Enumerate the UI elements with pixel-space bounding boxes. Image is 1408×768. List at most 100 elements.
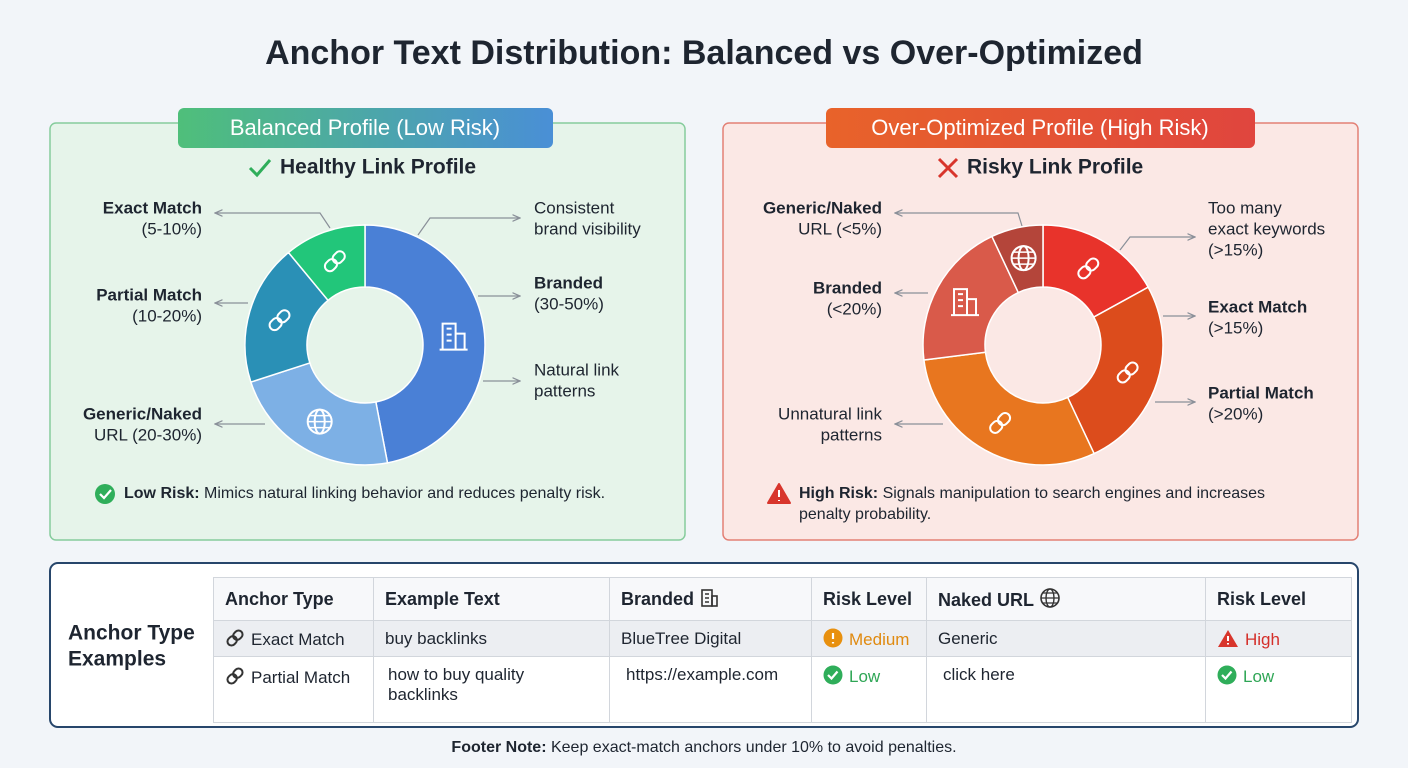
footer-label: Footer Note:	[451, 739, 546, 756]
link-icon	[996, 412, 1012, 427]
header: Naked URL	[926, 577, 1206, 621]
cell: click here	[926, 656, 1206, 723]
callout: Partial Match	[96, 285, 202, 304]
globe-icon	[1039, 588, 1060, 608]
callout: Exact Match	[103, 198, 202, 217]
low-icon	[823, 665, 843, 685]
cell: BlueTree Digital	[609, 620, 812, 657]
header: Branded	[609, 577, 812, 621]
callout: Partial Match	[1208, 383, 1314, 402]
callout: brand visibility	[534, 219, 641, 238]
link-icon	[323, 250, 346, 273]
donut-segment	[364, 224, 486, 464]
cell-text: Low	[1243, 667, 1275, 686]
callout: Natural link	[534, 360, 620, 379]
examples-table: Anchor Type Example Text Branded Risk Le…	[213, 577, 1352, 723]
arrow	[895, 213, 1023, 227]
cell: Exact Match	[213, 620, 374, 657]
callout: (>20%)	[1208, 404, 1263, 423]
note: Low Risk: Mimics natural linking behavio…	[124, 485, 605, 502]
row: Partial Match how to buy quality backlin…	[213, 656, 1352, 723]
donuts	[244, 224, 1164, 466]
cell: Low	[1205, 656, 1352, 723]
footer: Footer Note: Keep exact-match anchors un…	[451, 739, 956, 756]
note: High Risk: Signals manipulation to searc…	[799, 485, 1265, 502]
low-icon	[1217, 665, 1237, 685]
cell-text: Medium	[849, 629, 910, 649]
footer-text: Keep exact-match anchors under 10% to av…	[551, 739, 957, 756]
note-label: Low Risk:	[124, 485, 200, 502]
cell: buy backlinks	[373, 620, 610, 657]
callout: (5-10%)	[142, 219, 202, 238]
cell: Low	[811, 656, 927, 723]
callout: patterns	[534, 381, 595, 400]
cell-text: Low	[849, 667, 881, 686]
cell-text: Partial Match	[251, 668, 351, 687]
building-icon	[701, 589, 718, 607]
cell-text: High	[1245, 629, 1280, 649]
table-label: Examples	[68, 648, 166, 671]
cell: https://example.com	[609, 656, 812, 723]
header: Risk Level	[811, 577, 927, 621]
note-text: Mimics natural linking behavior and redu…	[204, 485, 605, 502]
cell: Generic	[926, 620, 1206, 657]
callout: (>15%)	[1208, 240, 1263, 259]
link-icon	[1077, 265, 1092, 280]
badge	[178, 108, 553, 148]
donut-segment	[244, 251, 330, 384]
globe-icon	[307, 414, 332, 429]
link-icon	[989, 412, 1012, 434]
header: Example Text	[373, 577, 610, 621]
link-icon	[226, 667, 244, 685]
check-icon	[99, 489, 112, 500]
arrow	[215, 213, 331, 229]
header: Risk Level	[1205, 577, 1352, 621]
row: Exact Match buy backlinks BlueTree Digit…	[213, 620, 1352, 657]
link-icon	[323, 258, 339, 273]
callout: Too many	[1208, 198, 1282, 217]
callouts: Generic/Naked URL (<5%) Branded (<20%) U…	[763, 198, 1325, 444]
link-icon	[268, 309, 291, 332]
donut-segment	[249, 361, 389, 466]
check-icon	[248, 159, 272, 178]
callout: (30-50%)	[534, 294, 604, 313]
callout: (<20%)	[827, 299, 882, 318]
arrow	[417, 218, 520, 236]
callout: URL (20-30%)	[94, 425, 202, 444]
cell-text: how to buy quality backlinks	[388, 665, 525, 704]
cross-icon	[937, 157, 959, 179]
cell-text: Exact Match	[251, 629, 345, 649]
callout: Exact Match	[1208, 297, 1307, 316]
header: Anchor Type	[213, 577, 374, 621]
donut-segment	[923, 351, 1096, 466]
callout: Generic/Naked	[83, 404, 202, 423]
callout: (>15%)	[1208, 318, 1263, 337]
link-icon	[989, 419, 1004, 434]
badge	[826, 108, 1255, 148]
cell: Medium	[811, 620, 927, 657]
building-icon	[439, 322, 468, 351]
panel-heading: Healthy Link Profile	[280, 156, 476, 179]
callout: (10-20%)	[132, 306, 202, 325]
building-icon	[951, 288, 980, 317]
page-title: Anchor Text Distribution: Balanced vs Ov…	[265, 34, 1143, 72]
callout: patterns	[821, 425, 882, 444]
cell: Partial Match	[213, 656, 374, 723]
link-icon	[268, 316, 283, 332]
note-text: penalty probability.	[799, 506, 931, 523]
panel-heading: Risky Link Profile	[967, 156, 1143, 179]
link-icon	[226, 628, 244, 647]
header-text: Naked URL	[938, 590, 1034, 610]
note-text: Signals manipulation to search engines a…	[883, 485, 1265, 502]
header-row: Anchor Type Example Text Branded Risk Le…	[213, 577, 1352, 621]
link-icon	[331, 250, 346, 265]
note-label: High Risk:	[799, 485, 878, 502]
callout: Branded	[534, 273, 603, 292]
link-icon	[1124, 361, 1139, 376]
header-text: Branded	[621, 589, 695, 609]
callout: Branded	[813, 278, 882, 297]
callout: URL (<5%)	[798, 219, 882, 238]
panel	[49, 122, 686, 541]
callouts: Exact Match (5-10%) Partial Match (10-20…	[83, 198, 641, 444]
